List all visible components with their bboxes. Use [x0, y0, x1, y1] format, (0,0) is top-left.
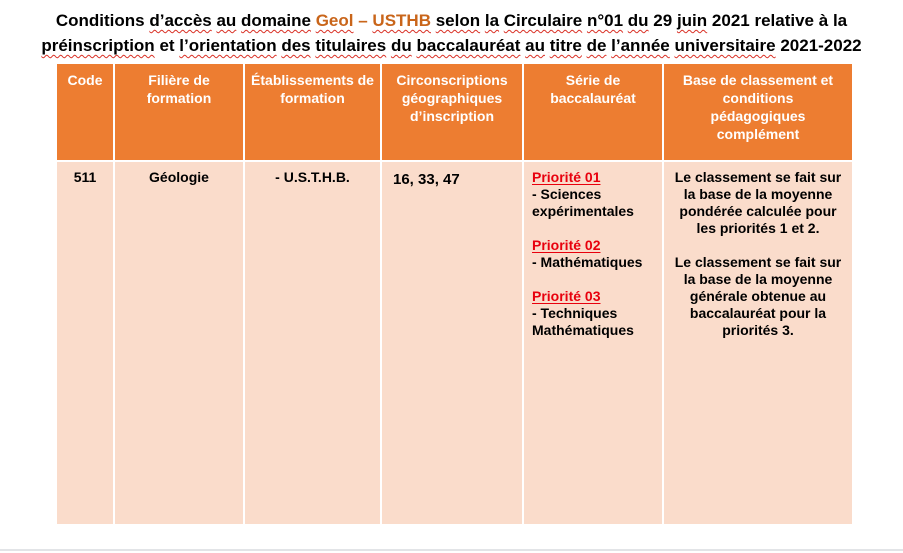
title-word: domaine — [241, 11, 311, 30]
title-word: au — [216, 11, 237, 30]
priority-2-item: - Mathématiques — [532, 254, 643, 270]
priority-group-1: Priorité 01 - Sciences expérimentales — [532, 169, 658, 220]
cell-code: 511 — [57, 162, 113, 524]
cell-filiere: Géologie — [115, 162, 243, 524]
title-word: universitaire — [674, 36, 776, 55]
title-word: 29 — [653, 11, 673, 30]
page-title: Conditions d’accès au domaine Geol – UST… — [0, 8, 903, 58]
window-bottom-border — [0, 549, 903, 551]
title-word: titulaires — [315, 36, 387, 55]
title-word: la — [832, 11, 848, 30]
title-word: baccalauréat — [416, 36, 521, 55]
header-base-de-classement: Base de classement et conditions pédagog… — [664, 64, 852, 160]
conditions-table: Code Filière de formation Établissements… — [57, 64, 852, 524]
priority-1-label: Priorité 01 — [532, 169, 601, 185]
base-paragraph-2: Le classement se fait sur la base de la … — [674, 254, 842, 338]
title-word: du — [627, 11, 649, 30]
title-word: Conditions — [55, 11, 145, 30]
title-word: du — [390, 36, 412, 55]
title-word: et — [159, 36, 175, 55]
title-word: – — [358, 11, 368, 30]
title-word: la — [484, 11, 500, 30]
header-serie-de-baccalaureat: Série de baccalauréat — [524, 64, 662, 160]
title-word: de — [586, 36, 607, 55]
cell-serie-baccalaureat: Priorité 01 - Sciences expérimentales Pr… — [524, 162, 662, 524]
title-word: USTHB — [372, 11, 431, 30]
priority-group-2: Priorité 02 - Mathématiques — [532, 237, 658, 271]
title-line-1: Conditions d’accès au domaine Geol – UST… — [0, 8, 903, 33]
header-code: Code — [57, 64, 113, 160]
priority-3-label: Priorité 03 — [532, 288, 601, 304]
title-word: au — [525, 36, 545, 55]
title-word: selon — [435, 11, 481, 30]
title-word: n°01 — [586, 11, 624, 30]
title-word: l’année — [611, 36, 670, 55]
title-word: relative — [754, 11, 815, 30]
title-word: à — [818, 11, 829, 30]
title-word: Circulaire — [503, 11, 583, 30]
priority-3-item: - Techniques Mathématiques — [532, 305, 634, 338]
title-word: préinscription — [41, 36, 155, 55]
priority-1-item: - Sciences expérimentales — [532, 186, 634, 219]
title-word: 2021-2022 — [780, 36, 862, 55]
base-paragraph-1: Le classement se fait sur la base de la … — [674, 169, 842, 236]
cell-etablissements: - U.S.T.H.B. — [245, 162, 380, 524]
title-word: 2021 — [711, 11, 750, 30]
header-circonscriptions-geographiques: Circonscriptions géographiques d’inscrip… — [382, 64, 522, 160]
cell-base-de-classement: Le classement se fait sur la base de la … — [664, 162, 852, 524]
priority-2-label: Priorité 02 — [532, 237, 601, 253]
title-word: juin — [676, 11, 708, 30]
title-word: Geol — [315, 11, 354, 30]
priority-group-3: Priorité 03 - Techniques Mathématiques — [532, 288, 658, 339]
cell-circonscriptions: 16, 33, 47 — [382, 162, 522, 524]
title-word: des — [281, 36, 311, 55]
header-etablissements-de-formation: Établissements de formation — [245, 64, 380, 160]
title-word: d’accès — [149, 11, 212, 30]
header-filiere-de-formation: Filière de formation — [115, 64, 243, 160]
title-line-2: préinscription et l’orientation des titu… — [0, 33, 903, 58]
title-word: titre — [549, 36, 582, 55]
title-word: l’orientation — [179, 36, 277, 55]
